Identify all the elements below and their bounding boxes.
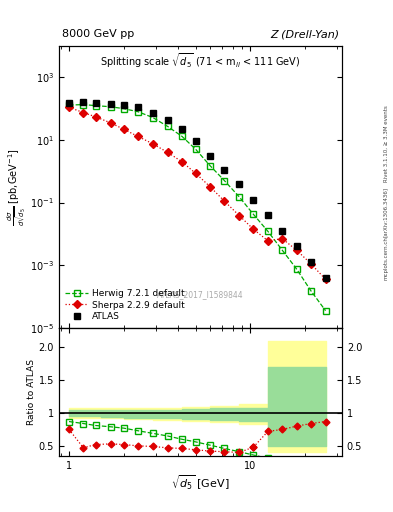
Herwig 7.2.1 default [108,104,113,110]
Sherpa 2.2.9 default [136,133,140,139]
Sherpa 2.2.9 default [323,276,328,283]
Sherpa 2.2.9 default [222,198,227,204]
Sherpa 2.2.9 default [93,114,98,120]
Herwig 7.2.1 default [93,102,98,109]
Sherpa 2.2.9 default [108,120,113,126]
Sherpa 2.2.9 default [121,126,126,132]
Legend: Herwig 7.2.1 default, Sherpa 2.2.9 default, ATLAS: Herwig 7.2.1 default, Sherpa 2.2.9 defau… [63,287,187,323]
Text: Splitting scale $\sqrt{d_5}$ (71 < m$_{ll}$ < 111 GeV): Splitting scale $\sqrt{d_5}$ (71 < m$_{l… [100,52,301,71]
Sherpa 2.2.9 default [151,141,155,147]
Herwig 7.2.1 default [294,266,299,272]
Text: ATLAS_2017_I1589844: ATLAS_2017_I1589844 [157,290,244,300]
Herwig 7.2.1 default [151,115,155,121]
ATLAS [81,99,86,105]
Sherpa 2.2.9 default [180,159,184,165]
Herwig 7.2.1 default [208,163,213,169]
ATLAS [93,100,98,106]
Sherpa 2.2.9 default [81,110,86,116]
Herwig 7.2.1 default [237,194,242,200]
ATLAS [294,243,299,249]
Herwig 7.2.1 default [165,123,170,130]
Herwig 7.2.1 default [67,102,72,108]
Text: Z (Drell-Yan): Z (Drell-Yan) [270,29,339,39]
Y-axis label: $\frac{d\sigma}{d\sqrt{d_5}}$ [pb,GeV$^{-1}$]: $\frac{d\sigma}{d\sqrt{d_5}}$ [pb,GeV$^{… [6,148,29,226]
Sherpa 2.2.9 default [309,261,313,267]
Text: 8000 GeV pp: 8000 GeV pp [62,29,134,39]
ATLAS [151,110,155,116]
ATLAS [121,102,126,108]
Line: Herwig 7.2.1 default: Herwig 7.2.1 default [66,101,329,314]
Text: mcplots.cern.ch: mcplots.cern.ch [383,237,388,281]
ATLAS [165,117,170,123]
Sherpa 2.2.9 default [251,226,256,232]
ATLAS [180,126,184,132]
Sherpa 2.2.9 default [165,150,170,156]
Sherpa 2.2.9 default [208,184,213,190]
Herwig 7.2.1 default [193,146,198,153]
Herwig 7.2.1 default [323,308,328,314]
Sherpa 2.2.9 default [280,236,285,242]
Y-axis label: Ratio to ATLAS: Ratio to ATLAS [27,359,36,424]
ATLAS [193,138,198,144]
Herwig 7.2.1 default [81,101,86,108]
Sherpa 2.2.9 default [294,247,299,253]
Sherpa 2.2.9 default [266,238,270,244]
ATLAS [309,259,313,265]
ATLAS [323,274,328,281]
Herwig 7.2.1 default [309,288,313,294]
Herwig 7.2.1 default [280,247,285,253]
X-axis label: $\sqrt{d_5}$ [GeV]: $\sqrt{d_5}$ [GeV] [171,473,230,492]
Text: [arXiv:1306.3436]: [arXiv:1306.3436] [383,187,388,238]
Herwig 7.2.1 default [136,109,140,115]
Line: Sherpa 2.2.9 default: Sherpa 2.2.9 default [66,104,328,282]
ATLAS [251,197,256,203]
Text: Rivet 3.1.10, ≥ 3.3M events: Rivet 3.1.10, ≥ 3.3M events [383,105,388,182]
ATLAS [108,100,113,106]
ATLAS [266,212,270,218]
ATLAS [222,167,227,173]
Herwig 7.2.1 default [222,178,227,184]
ATLAS [280,228,285,234]
Sherpa 2.2.9 default [67,104,72,111]
Sherpa 2.2.9 default [237,212,242,219]
ATLAS [136,104,140,111]
Line: ATLAS: ATLAS [66,99,329,281]
Herwig 7.2.1 default [266,228,270,234]
Sherpa 2.2.9 default [193,170,198,177]
Herwig 7.2.1 default [121,105,126,112]
ATLAS [208,153,213,159]
Herwig 7.2.1 default [251,211,256,218]
Herwig 7.2.1 default [180,133,184,139]
ATLAS [237,181,242,187]
ATLAS [67,100,72,106]
